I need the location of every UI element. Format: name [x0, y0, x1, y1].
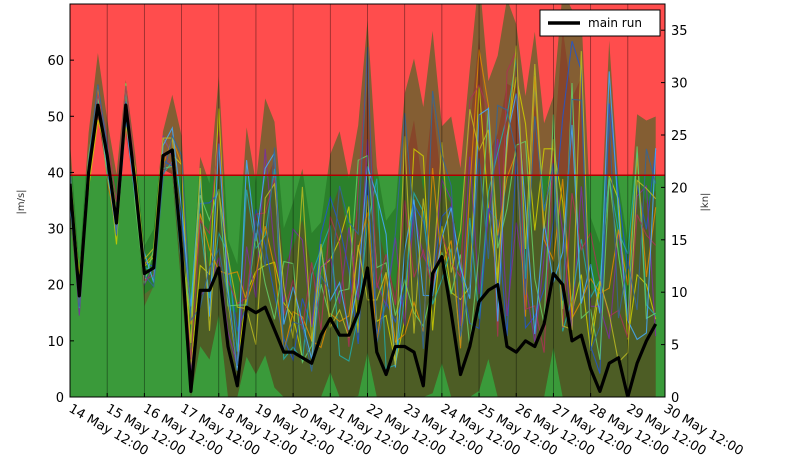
right-tick-label: 0: [671, 391, 679, 406]
main-run-line: [70, 103, 658, 397]
ensemble-member-line: [70, 71, 657, 371]
left-tick-label: 20: [47, 279, 64, 294]
left-axis-label: |m/s|: [16, 189, 27, 214]
right-tick-label: 15: [671, 234, 688, 249]
ensemble-member-line: [70, 41, 657, 374]
right-axis-label: |kn|: [700, 193, 711, 212]
legend: main run: [539, 9, 661, 37]
right-axis-ticks: 0 5 10 15 20 25 30 35: [661, 24, 688, 406]
left-tick-label: 60: [47, 54, 64, 69]
vertical-gridlines: [106, 4, 629, 397]
ensemble-member-line: [70, 46, 657, 372]
left-tick-label: 40: [47, 166, 64, 181]
left-axis-ticks: 0 10 20 30 40 50 60: [47, 54, 74, 406]
legend-label-main-run: main run: [588, 16, 642, 30]
left-tick-label: 0: [56, 391, 64, 406]
ensemble-members: [70, 4, 657, 397]
right-tick-label: 35: [671, 24, 688, 39]
left-tick-label: 50: [47, 110, 64, 125]
left-tick-label: 30: [47, 223, 64, 238]
left-tick-label: 10: [47, 335, 64, 350]
right-tick-label: 25: [671, 129, 688, 144]
right-tick-label: 5: [671, 339, 679, 354]
right-tick-label: 30: [671, 77, 688, 92]
right-tick-label: 10: [671, 286, 688, 301]
ensemble-member-line: [70, 82, 656, 364]
right-tick-label: 20: [671, 181, 688, 196]
